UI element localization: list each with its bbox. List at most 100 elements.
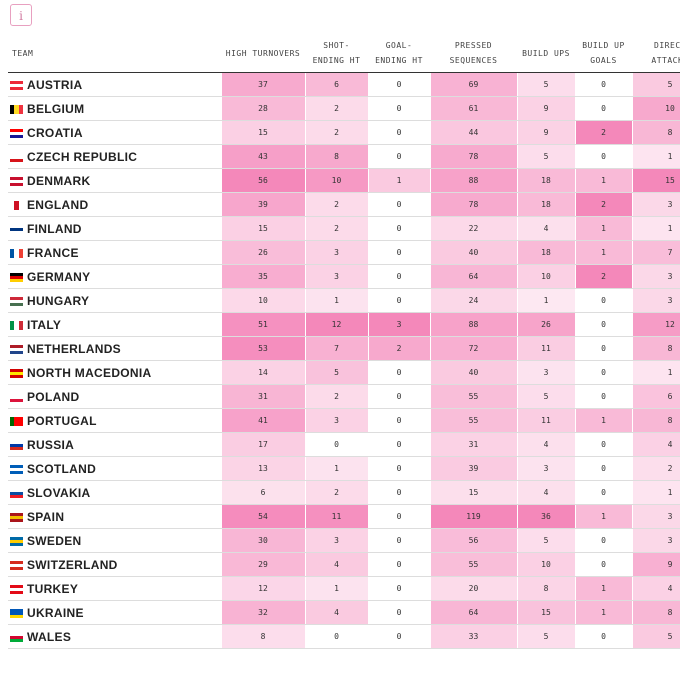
stat-cell: 39 (221, 192, 306, 217)
flag-stripe (10, 155, 23, 159)
flag-stripe (10, 638, 23, 642)
stat-cell: 72 (430, 336, 518, 361)
stat-cell: 8 (632, 408, 680, 433)
stat-cell: 61 (430, 96, 518, 121)
flag-stripe (10, 416, 15, 426)
team-row: BELGIUM 28 2 0 61 9 0 10 (8, 96, 680, 121)
flag-stripe (18, 416, 23, 426)
flag-stripe (10, 134, 23, 138)
stat-cell: 3 (305, 264, 369, 289)
stat-cell: 31 (221, 384, 306, 409)
stat-cell: 0 (368, 216, 431, 241)
stat-cell: 32 (221, 600, 306, 625)
team-name: DENMARK (27, 173, 91, 188)
stat-cell: 0 (575, 288, 633, 313)
stat-cell: 0 (368, 600, 431, 625)
stat-cell: 3 (517, 456, 576, 481)
column-header: HIGH TURNOVERS (221, 34, 305, 73)
stat-cell: 41 (221, 408, 306, 433)
stat-cell: 43 (221, 144, 306, 169)
team-name: FINLAND (27, 221, 82, 236)
stat-cell: 5 (632, 72, 680, 97)
flag-stripe (10, 446, 23, 450)
flag-stripe (10, 299, 23, 303)
flag-stripe (10, 182, 23, 186)
stat-cell: 12 (305, 312, 369, 337)
column-header: BUILD UP GOALS (575, 34, 632, 73)
team-cell: CROATIA (8, 120, 222, 145)
stat-cell: 0 (575, 480, 633, 505)
team-name: SLOVAKIA (27, 485, 91, 500)
stat-cell: 2 (575, 120, 633, 145)
flag-stripe (18, 320, 23, 330)
flag-stripe (10, 374, 23, 378)
flag-stripe (10, 248, 15, 258)
stat-cell: 3 (632, 504, 680, 529)
flag-icon (10, 224, 23, 234)
stat-cell: 0 (575, 96, 633, 121)
flag-stripe (10, 491, 23, 495)
stat-cell: 0 (575, 432, 633, 457)
stat-cell: 51 (221, 312, 306, 337)
stat-cell: 0 (368, 576, 431, 601)
stat-cell: 8 (221, 624, 306, 649)
stat-cell: 0 (368, 384, 431, 409)
team-cell: AUSTRIA (8, 72, 222, 97)
flag-stripe (10, 230, 23, 234)
stat-cell: 39 (430, 456, 518, 481)
team-name: HUNGARY (27, 293, 90, 308)
team-name: ITALY (27, 317, 62, 332)
team-name: NORTH MACEDONIA (27, 365, 152, 380)
table-body: AUSTRIA 37 6 0 69 5 0 5 BELGIUM 28 2 0 61 9 0 10 CROATIA… (8, 72, 680, 649)
column-header: GOAL-ENDING HT (368, 34, 430, 73)
flag-stripe (10, 608, 23, 612)
stat-cell: 5 (517, 624, 576, 649)
flag-icon (10, 296, 23, 306)
team-name: RUSSIA (27, 437, 75, 452)
stat-cell: 0 (368, 144, 431, 169)
team-row: ITALY 51 12 3 88 26 0 12 (8, 312, 680, 337)
flag-stripe (10, 320, 15, 330)
flag-stripe (10, 515, 23, 519)
stat-cell: 1 (305, 456, 369, 481)
stat-cell: 26 (221, 240, 306, 265)
stat-cell: 20 (430, 576, 518, 601)
team-row: SWITZERLAND 29 4 0 55 10 0 9 (8, 552, 680, 577)
stat-cell: 8 (632, 120, 680, 145)
stat-cell: 78 (430, 192, 518, 217)
stat-cell: 0 (575, 624, 633, 649)
team-cell: SPAIN (8, 504, 222, 529)
flag-stripe (10, 350, 23, 354)
flag-stripe (18, 248, 23, 258)
stat-cell: 3 (632, 288, 680, 313)
stat-cell: 3 (368, 312, 431, 337)
stat-cell: 28 (221, 96, 306, 121)
team-cell: BELGIUM (8, 96, 222, 121)
stat-cell: 11 (305, 504, 369, 529)
team-cell: CZECH REPUBLIC (8, 144, 222, 169)
stat-cell: 0 (575, 528, 633, 553)
flag-icon (10, 344, 23, 354)
team-row: HUNGARY 10 1 0 24 1 0 3 (8, 288, 680, 313)
stat-cell: 2 (368, 336, 431, 361)
stat-cell: 1 (575, 240, 633, 265)
team-cell: NETHERLANDS (8, 336, 222, 361)
stat-cell: 15 (221, 120, 306, 145)
stat-cell: 0 (368, 504, 431, 529)
team-row: SLOVAKIA 6 2 0 15 4 0 1 (8, 480, 680, 505)
flag-stripe (10, 518, 23, 522)
stat-cell: 11 (517, 336, 576, 361)
stat-cell: 10 (632, 96, 680, 121)
flag-stripe (10, 179, 23, 183)
stat-cell: 2 (575, 192, 633, 217)
stat-cell: 3 (632, 528, 680, 553)
info-button[interactable]: i (10, 4, 32, 26)
stat-cell: 2 (305, 192, 369, 217)
stat-cell: 55 (430, 408, 518, 433)
flag-stripe (10, 176, 23, 180)
flag-stripe (10, 635, 23, 639)
flag-stripe (14, 320, 19, 330)
flag-stripe (10, 344, 23, 348)
stat-cell: 0 (368, 240, 431, 265)
stat-cell: 2 (575, 264, 633, 289)
